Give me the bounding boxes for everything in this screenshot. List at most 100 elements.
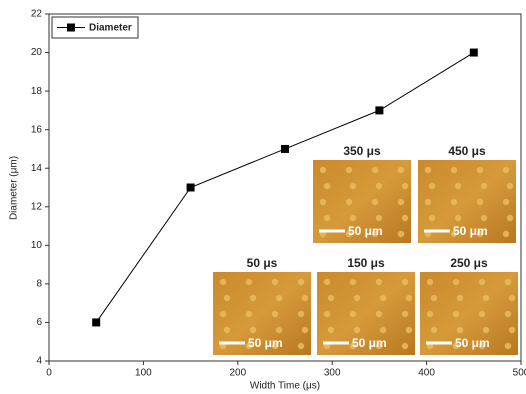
droplet xyxy=(328,295,334,301)
droplet xyxy=(346,199,352,205)
droplet xyxy=(479,311,485,317)
droplet xyxy=(320,167,326,173)
x-tick-label: 400 xyxy=(418,368,435,379)
droplet xyxy=(402,343,408,349)
droplet xyxy=(372,199,378,205)
droplet xyxy=(272,279,278,285)
droplet xyxy=(425,167,431,173)
droplet xyxy=(250,327,256,333)
page: {"chart_data": {"type": "line", "x_label… xyxy=(0,0,526,394)
droplet xyxy=(427,311,433,317)
droplet xyxy=(483,295,489,301)
droplet xyxy=(372,167,378,173)
droplet xyxy=(451,167,457,173)
droplet xyxy=(398,231,404,237)
x-tick-label: 500 xyxy=(513,368,526,379)
droplet xyxy=(324,279,330,285)
droplet xyxy=(376,215,382,221)
y-tick-label: 8 xyxy=(36,279,42,290)
droplet xyxy=(224,327,230,333)
droplet xyxy=(246,279,252,285)
droplet xyxy=(354,327,360,333)
x-tick-label: 0 xyxy=(46,368,52,379)
y-tick-label: 6 xyxy=(36,317,42,328)
droplet xyxy=(324,215,330,221)
chart: Width Time (μs) Diameter (μm) 0100200300… xyxy=(0,0,526,394)
droplet xyxy=(429,215,435,221)
droplet xyxy=(429,183,435,189)
droplet xyxy=(431,295,437,301)
droplet xyxy=(481,215,487,221)
droplet xyxy=(346,167,352,173)
droplet xyxy=(350,215,356,221)
x-tick-label: 300 xyxy=(324,368,341,379)
y-tick-label: 18 xyxy=(31,86,43,97)
inset-label: 150 μs xyxy=(347,256,385,270)
droplet xyxy=(503,167,509,173)
scale-label: 50 μm xyxy=(348,224,383,238)
legend-label: Diameter xyxy=(89,23,132,34)
inset-label: 250 μs xyxy=(450,256,488,270)
x-axis-label: Width Time (μs) xyxy=(250,381,320,392)
droplet xyxy=(477,167,483,173)
droplet xyxy=(503,199,509,205)
droplet xyxy=(453,279,459,285)
droplet xyxy=(354,295,360,301)
droplet xyxy=(507,183,513,189)
droplet xyxy=(250,295,256,301)
droplet xyxy=(220,311,226,317)
droplet xyxy=(324,311,330,317)
droplet xyxy=(376,183,382,189)
droplet xyxy=(505,279,511,285)
y-axis-label: Diameter (μm) xyxy=(9,156,20,220)
droplet xyxy=(505,311,511,317)
droplet xyxy=(328,327,334,333)
y-tick-label: 4 xyxy=(36,356,42,367)
marker xyxy=(187,184,195,192)
droplet xyxy=(481,183,487,189)
droplet xyxy=(380,295,386,301)
droplet xyxy=(298,311,304,317)
droplet xyxy=(402,311,408,317)
droplet xyxy=(477,199,483,205)
x-tick-label: 100 xyxy=(135,368,152,379)
droplet xyxy=(224,295,230,301)
droplet xyxy=(276,295,282,301)
droplet xyxy=(398,199,404,205)
droplet xyxy=(350,311,356,317)
droplet xyxy=(509,295,515,301)
droplet xyxy=(483,327,489,333)
y-tick-label: 10 xyxy=(31,240,43,251)
droplet xyxy=(220,279,226,285)
droplet xyxy=(406,295,412,301)
droplet xyxy=(402,183,408,189)
droplet xyxy=(457,327,463,333)
droplet xyxy=(380,327,386,333)
droplet xyxy=(457,295,463,301)
marker xyxy=(92,318,100,326)
droplet xyxy=(431,327,437,333)
y-tick-label: 12 xyxy=(31,201,43,212)
droplet xyxy=(425,199,431,205)
droplet xyxy=(276,327,282,333)
droplet xyxy=(376,311,382,317)
droplet xyxy=(509,327,515,333)
inset-label: 350 μs xyxy=(343,144,381,158)
droplet xyxy=(320,199,326,205)
scale-label: 50 μm xyxy=(352,336,387,350)
marker xyxy=(375,106,383,114)
droplet xyxy=(455,215,461,221)
droplet xyxy=(246,311,252,317)
droplet xyxy=(298,279,304,285)
marker xyxy=(281,145,289,153)
droplet xyxy=(451,199,457,205)
droplet xyxy=(507,215,513,221)
y-tick-label: 16 xyxy=(31,124,43,135)
droplet xyxy=(302,327,308,333)
droplet xyxy=(398,167,404,173)
droplet xyxy=(453,311,459,317)
droplet xyxy=(376,279,382,285)
droplet xyxy=(324,183,330,189)
marker xyxy=(470,49,478,57)
droplet xyxy=(302,295,308,301)
